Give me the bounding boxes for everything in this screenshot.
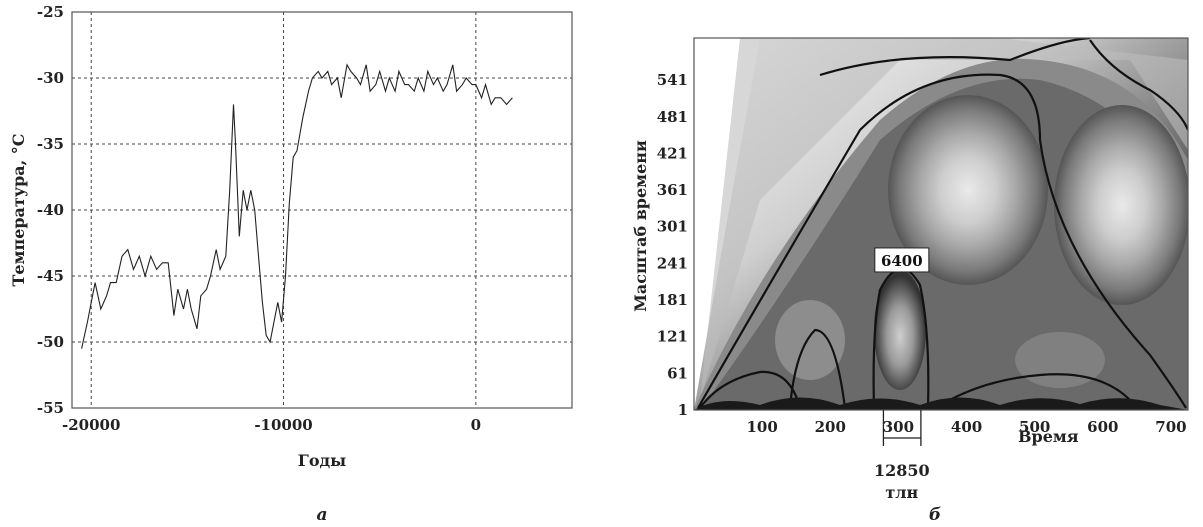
y-tick-labels: -25 -30 -35 -40 -45 -50 -55 [37,3,64,417]
x-tick-label: 600 [1087,418,1118,436]
y-tick-label: -35 [37,135,64,153]
heatmap-frame [693,37,1189,411]
y-tick-label: 301 [657,218,688,236]
y-axis-title: Масштаб времени [631,140,650,312]
y-tick-label: -45 [37,267,64,285]
y-tick-label: -55 [37,399,64,417]
y-tick-label: 241 [657,254,688,272]
x-tick-label: 300 [883,418,914,436]
y-tick-labels: 1 61 121 181 241 301 361 421 481 541 [657,71,688,419]
y-axis-title: Температура, °C [9,133,28,286]
x-axis-title: Годы [298,451,346,470]
annotation-box [874,247,930,273]
annotation-age-unit: тлн [885,483,918,502]
x-tick-label: 200 [815,418,846,436]
panel-label-b: б [929,505,941,525]
grid [72,12,572,408]
plot-frame [71,11,573,409]
y-tick-label: 421 [657,144,688,162]
heatmap-surface [694,38,1188,410]
x-tick-label: 400 [951,418,982,436]
x-tick-labels: -20000 -10000 0 [62,416,481,434]
y-tick-label: 61 [667,364,688,382]
y-tick-label: 121 [657,328,688,346]
wavelet-heatmap-chart: 1 61 121 181 241 301 361 421 481 541 100 200 300 400… [631,37,1189,525]
temperature-line-chart: -25 -30 -35 -40 -45 -50 -55 -20000 -10000 0 Годы… [9,3,573,525]
x-tick-label: -20000 [62,416,120,434]
x-tick-label: 700 [1155,418,1186,436]
annotation-period-label: 6400 [881,252,923,270]
annotation-age-value: 12850 [874,461,930,480]
y-tick-label: -50 [37,333,64,351]
x-tick-label: 100 [746,418,777,436]
x-tick-label: -10000 [254,416,312,434]
x-tick-label: 0 [471,416,481,434]
y-tick-label: 541 [657,71,688,89]
annotations: 6400 12850 тлн [874,247,930,502]
panel-label-a: a [316,505,327,525]
x-axis-title: Время [1018,427,1079,446]
y-tick-label: -30 [37,69,64,87]
x-tick-label: 500 [1019,418,1050,436]
y-tick-label: -25 [37,3,64,21]
y-tick-label: -40 [37,201,64,219]
y-tick-label: 361 [657,181,688,199]
x-tick-labels: 100 200 300 400 500 600 700 [746,418,1186,436]
y-tick-label: 481 [657,108,688,126]
y-tick-label: 1 [678,401,688,419]
y-tick-label: 181 [657,291,688,309]
temperature-series-line [81,63,513,349]
